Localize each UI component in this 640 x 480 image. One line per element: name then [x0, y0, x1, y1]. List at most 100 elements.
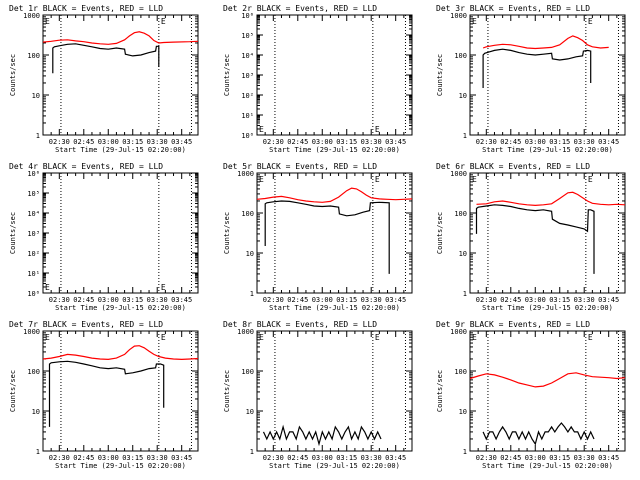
- x-tick-label: 03:30: [147, 138, 168, 146]
- x-tick-label: 03:15: [122, 454, 143, 462]
- y-tick-label: 10¹: [27, 270, 40, 278]
- panel-det-1: Det 1r BLACK = Events, RED = LLD 1 10 100 10…: [9, 4, 199, 154]
- y-tick-label: 10⁵: [241, 32, 254, 40]
- y-axis-label: Counts/sec: [436, 370, 444, 412]
- y-tick-label: 100: [454, 52, 467, 60]
- x-tick-label: 03:00: [525, 454, 546, 462]
- x-tick-label: 02:30: [476, 296, 497, 304]
- plot-frame: [42, 172, 199, 294]
- plot-frame: [256, 330, 413, 452]
- panel-det-9: Det 9r BLACK = Events, RED = LLD 1 10 100 10…: [436, 320, 626, 470]
- x-tick-label: 02:30: [476, 138, 497, 146]
- y-tick-label: 1000: [450, 328, 467, 336]
- y-tick-label: 10: [459, 408, 467, 416]
- x-tick-label: 03:15: [122, 296, 143, 304]
- x-axis-label: Start Time (29-Jul-15 02:20:00): [269, 304, 400, 312]
- e-marker-right: E: [588, 17, 593, 26]
- y-axis-label: Counts/sec: [436, 54, 444, 96]
- x-tick-label: 03:45: [385, 454, 406, 462]
- x-tick-label: 03:45: [598, 296, 619, 304]
- x-tick-label: 03:30: [574, 296, 595, 304]
- y-tick-label: 100: [241, 210, 254, 218]
- e-marker-left: E: [259, 125, 264, 134]
- e-marker-left: E: [45, 333, 50, 342]
- series-events-black: [482, 48, 592, 88]
- x-tick-label: 03:45: [171, 138, 192, 146]
- x-tick-label: 03:15: [549, 138, 570, 146]
- y-tick-label: 10⁰: [241, 132, 254, 140]
- e-marker-left: E: [45, 283, 50, 292]
- x-tick-label: 02:45: [287, 454, 308, 462]
- x-tick-label: 03:15: [336, 296, 357, 304]
- y-tick-label: 10⁴: [241, 52, 254, 60]
- y-tick-label: 1: [250, 448, 254, 456]
- x-tick-label: 02:45: [73, 454, 94, 462]
- e-marker-left: E: [472, 333, 477, 342]
- e-marker-left: E: [259, 333, 264, 342]
- series-lld-red: [469, 372, 626, 388]
- series-events-black: [52, 43, 160, 74]
- y-tick-label: 1000: [450, 12, 467, 20]
- y-tick-label: 10⁶: [27, 170, 40, 178]
- y-tick-label: 100: [454, 368, 467, 376]
- x-tick-label: 03:30: [574, 454, 595, 462]
- y-axis-label: Counts/sec: [223, 370, 231, 412]
- y-axis-label: Counts/sec: [223, 54, 231, 96]
- y-tick-label: 100: [27, 368, 40, 376]
- x-tick-label: 02:30: [49, 296, 70, 304]
- series-lld-red: [42, 345, 199, 361]
- x-tick-label: 02:45: [500, 296, 521, 304]
- y-axis-label: Counts/sec: [9, 54, 17, 96]
- panel-title: Det 6r BLACK = Events, RED = LLD: [436, 162, 590, 171]
- series-events-black: [264, 200, 390, 274]
- y-tick-label: 10⁴: [27, 210, 40, 218]
- x-axis-label: Start Time (29-Jul-15 02:20:00): [482, 462, 613, 470]
- series-events-black: [482, 422, 595, 446]
- x-tick-label: 03:45: [598, 454, 619, 462]
- x-tick-label: 03:00: [98, 296, 119, 304]
- y-tick-label: 1000: [450, 170, 467, 178]
- x-tick-label: 03:15: [549, 296, 570, 304]
- e-marker-right: E: [375, 333, 380, 342]
- x-tick-label: 02:45: [73, 138, 94, 146]
- x-axis-label: Start Time (29-Jul-15 02:20:00): [269, 462, 400, 470]
- panel-title: Det 4r BLACK = Events, RED = LLD: [9, 162, 163, 171]
- plot-frame: [469, 172, 626, 294]
- x-tick-label: 02:45: [500, 454, 521, 462]
- plot-frame: [469, 14, 626, 136]
- series-events-black: [48, 360, 165, 427]
- x-tick-label: 02:30: [49, 454, 70, 462]
- x-tick-label: 03:15: [122, 138, 143, 146]
- x-tick-label: 03:30: [361, 138, 382, 146]
- panel-det-2: Det 2r BLACK = Events, RED = LLD 10⁰ 10¹ 10…: [223, 4, 413, 154]
- panel-title: Det 5r BLACK = Events, RED = LLD: [223, 162, 377, 171]
- y-tick-label: 10³: [27, 230, 40, 238]
- y-tick-label: 10: [32, 408, 40, 416]
- e-marker-left: E: [259, 175, 264, 184]
- y-tick-label: 1: [463, 132, 467, 140]
- panel-det-8: Det 8r BLACK = Events, RED = LLD 1 10 100 10…: [223, 320, 413, 470]
- e-marker-right: E: [375, 125, 380, 134]
- y-tick-label: 10⁰: [27, 290, 40, 298]
- x-tick-label: 03:30: [361, 454, 382, 462]
- x-tick-label: 03:30: [574, 138, 595, 146]
- e-marker-left: E: [45, 17, 50, 26]
- y-axis-label: Counts/sec: [9, 370, 17, 412]
- y-tick-label: 10: [32, 92, 40, 100]
- x-tick-label: 03:45: [385, 296, 406, 304]
- x-tick-label: 03:30: [147, 454, 168, 462]
- y-tick-label: 10²: [27, 250, 40, 258]
- x-tick-label: 03:00: [98, 138, 119, 146]
- x-tick-label: 02:45: [500, 138, 521, 146]
- series-events-black: [262, 424, 382, 447]
- y-tick-label: 10: [459, 92, 467, 100]
- panel-det-6: Det 6r BLACK = Events, RED = LLD 1 10 100 10…: [436, 162, 626, 312]
- y-axis-label: Counts/sec: [9, 212, 17, 254]
- series-lld-red: [256, 187, 413, 203]
- x-tick-label: 03:00: [525, 296, 546, 304]
- x-tick-label: 03:15: [549, 454, 570, 462]
- panel-title: Det 1r BLACK = Events, RED = LLD: [9, 4, 163, 13]
- x-tick-label: 03:00: [98, 454, 119, 462]
- panel-title: Det 2r BLACK = Events, RED = LLD: [223, 4, 377, 13]
- plot-frame: [256, 172, 413, 294]
